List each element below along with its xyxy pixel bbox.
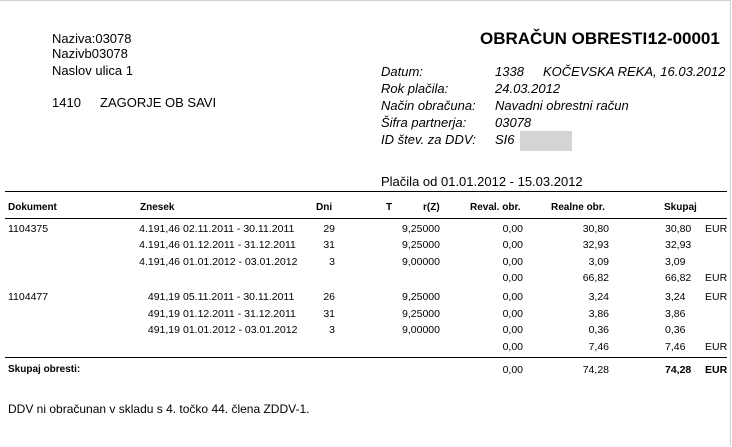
cell-period: 01.01.2012 - 03.01.2012 bbox=[183, 256, 298, 268]
cell-period: 01.01.2012 - 03.01.2012 bbox=[183, 324, 298, 336]
cell-reval: 0,00 bbox=[502, 291, 523, 303]
cell-rate: 9,25000 bbox=[402, 308, 440, 320]
cell-reval: 0,00 bbox=[502, 239, 523, 251]
cell-rate: 9,25000 bbox=[402, 239, 440, 251]
rule bbox=[5, 357, 727, 358]
info-value: KOČEVSKA REKA, 16.03.2012 bbox=[543, 64, 726, 79]
info-label: Rok plačila: bbox=[381, 81, 449, 96]
cell-rate: 9,25000 bbox=[402, 291, 440, 303]
column-header: Reval. obr. bbox=[470, 202, 521, 213]
cell-total: 7,46 bbox=[665, 341, 686, 353]
cell-amount: 491,19 bbox=[147, 291, 180, 303]
cell-currency: EUR bbox=[705, 341, 728, 353]
total-currency: EUR bbox=[705, 364, 728, 376]
postal-code: 1410 bbox=[52, 95, 81, 110]
footer-note: DDV ni obračunan v skladu s 4. točko 44.… bbox=[8, 402, 310, 416]
cell-real: 3,09 bbox=[588, 256, 609, 268]
info-value: Navadni obrestni račun bbox=[495, 98, 629, 113]
total-reval: 0,00 bbox=[502, 364, 523, 376]
column-header: Realne obr. bbox=[551, 202, 605, 213]
column-header: Skupaj bbox=[664, 202, 697, 213]
info-label: Šifra partnerja: bbox=[381, 115, 467, 130]
total-real: 74,28 bbox=[582, 364, 609, 376]
cell-real: 3,86 bbox=[588, 308, 609, 320]
cell-reval: 0,00 bbox=[502, 324, 523, 336]
info-value: SI6 bbox=[495, 132, 515, 147]
cell-days: 3 bbox=[329, 256, 335, 268]
cell-days: 31 bbox=[323, 239, 335, 251]
cell-period: 01.12.2011 - 31.12.2011 bbox=[183, 308, 296, 320]
info-value: 24.03.2012 bbox=[495, 81, 561, 96]
cell-total: 0,36 bbox=[665, 324, 686, 336]
cell-days: 29 bbox=[323, 223, 335, 235]
cell-period: 02.11.2011 - 30.11.2011 bbox=[183, 223, 295, 235]
cell-total: 32,93 bbox=[665, 239, 692, 251]
cell-reval: 0,00 bbox=[502, 308, 523, 320]
cell-amount: 491,19 bbox=[147, 308, 180, 320]
cell-reval: 0,00 bbox=[502, 223, 523, 235]
cell-document: 1104375 bbox=[8, 223, 49, 235]
cell-days: 26 bbox=[323, 291, 335, 303]
cell-reval: 0,00 bbox=[502, 256, 523, 268]
rule bbox=[5, 191, 727, 192]
cell-total: 3,86 bbox=[665, 308, 686, 320]
cell-currency: EUR bbox=[705, 223, 728, 235]
info-label: ID štev. za DDV: bbox=[381, 132, 476, 147]
cell-reval: 0,00 bbox=[502, 272, 523, 284]
cell-period: 05.11.2011 - 30.11.2011 bbox=[183, 291, 295, 303]
redaction bbox=[520, 131, 572, 151]
cell-total: 3,09 bbox=[665, 256, 686, 268]
place-code: 1338 bbox=[495, 64, 524, 79]
cell-real: 30,80 bbox=[582, 223, 609, 235]
column-header: Dni bbox=[316, 202, 333, 213]
cell-amount: 4.191,46 bbox=[139, 223, 180, 235]
payment-period: Plačila od 01.01.2012 - 15.03.2012 bbox=[381, 174, 583, 189]
cell-period: 01.12.2011 - 31.12.2011 bbox=[183, 239, 296, 251]
cell-amount: 4.191,46 bbox=[139, 239, 180, 251]
cell-real: 3,24 bbox=[588, 291, 609, 303]
name-b: Nazivb03078 bbox=[52, 46, 128, 61]
cell-amount: 491,19 bbox=[147, 324, 180, 336]
column-header: Znesek bbox=[140, 202, 175, 213]
doc-number: 12-00001 bbox=[648, 29, 720, 48]
cell-amount: 4.191,46 bbox=[139, 256, 180, 268]
cell-reval: 0,00 bbox=[502, 341, 523, 353]
cell-real: 7,46 bbox=[588, 341, 609, 353]
cell-currency: EUR bbox=[705, 291, 728, 303]
cell-days: 31 bbox=[323, 308, 335, 320]
column-header: T bbox=[386, 202, 393, 213]
name-a: Naziva:03078 bbox=[52, 31, 132, 46]
column-header: Dokument bbox=[8, 202, 57, 213]
cell-real: 0,36 bbox=[588, 324, 609, 336]
info-label: Datum: bbox=[381, 64, 423, 79]
cell-rate: 9,00000 bbox=[402, 324, 440, 336]
city: ZAGORJE OB SAVI bbox=[100, 95, 217, 110]
doc-title: OBRAČUN OBRESTI: bbox=[480, 29, 653, 48]
cell-total: 3,24 bbox=[665, 291, 686, 303]
cell-real: 32,93 bbox=[582, 239, 609, 251]
cell-rate: 9,00000 bbox=[402, 256, 440, 268]
column-header: r(Z) bbox=[423, 202, 440, 213]
street: Naslov ulica 1 bbox=[52, 63, 133, 78]
rule bbox=[5, 218, 727, 219]
cell-days: 3 bbox=[329, 324, 335, 336]
cell-total: 30,80 bbox=[665, 223, 692, 235]
cell-document: 1104477 bbox=[8, 291, 49, 303]
info-label: Način obračuna: bbox=[381, 98, 476, 113]
cell-real: 66,82 bbox=[582, 272, 609, 284]
cell-rate: 9,25000 bbox=[402, 223, 440, 235]
total-label: Skupaj obresti: bbox=[8, 364, 81, 375]
info-value: 03078 bbox=[495, 115, 532, 130]
cell-currency: EUR bbox=[705, 272, 728, 284]
cell-total: 66,82 bbox=[665, 272, 692, 284]
total-sum: 74,28 bbox=[665, 364, 692, 376]
